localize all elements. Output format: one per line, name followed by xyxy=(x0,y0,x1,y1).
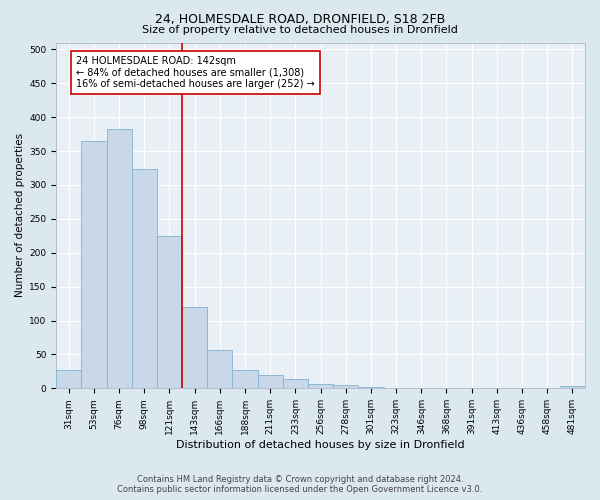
Bar xyxy=(131,170,157,388)
Bar xyxy=(560,386,585,388)
Bar xyxy=(107,130,131,388)
Text: Size of property relative to detached houses in Dronfield: Size of property relative to detached ho… xyxy=(142,25,458,35)
Bar xyxy=(56,370,82,388)
Bar xyxy=(157,236,182,388)
Bar xyxy=(182,307,207,388)
Bar xyxy=(308,384,333,388)
Text: Contains HM Land Registry data © Crown copyright and database right 2024.
Contai: Contains HM Land Registry data © Crown c… xyxy=(118,474,482,494)
Bar xyxy=(358,387,383,388)
Bar xyxy=(82,141,107,388)
Bar xyxy=(283,379,308,388)
X-axis label: Distribution of detached houses by size in Dronfield: Distribution of detached houses by size … xyxy=(176,440,465,450)
Text: 24 HOLMESDALE ROAD: 142sqm
← 84% of detached houses are smaller (1,308)
16% of s: 24 HOLMESDALE ROAD: 142sqm ← 84% of deta… xyxy=(76,56,315,90)
Text: 24, HOLMESDALE ROAD, DRONFIELD, S18 2FB: 24, HOLMESDALE ROAD, DRONFIELD, S18 2FB xyxy=(155,12,445,26)
Bar xyxy=(257,375,283,388)
Bar xyxy=(207,350,232,389)
Bar xyxy=(333,385,358,388)
Y-axis label: Number of detached properties: Number of detached properties xyxy=(15,134,25,298)
Bar xyxy=(232,370,257,388)
